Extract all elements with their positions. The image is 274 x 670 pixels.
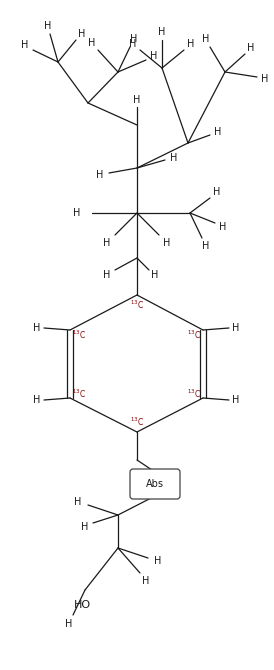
Text: H: H xyxy=(81,522,89,532)
Text: H: H xyxy=(151,270,159,280)
Text: H: H xyxy=(73,208,81,218)
Text: H: H xyxy=(142,576,150,586)
Text: H: H xyxy=(129,39,137,49)
Text: Abs: Abs xyxy=(146,479,164,489)
Text: $^{13}$C: $^{13}$C xyxy=(187,328,201,341)
Text: H: H xyxy=(170,153,178,163)
Text: H: H xyxy=(103,238,111,248)
Text: H: H xyxy=(150,51,158,61)
Text: $^{13}$C: $^{13}$C xyxy=(72,328,86,341)
Text: $^{13}$C: $^{13}$C xyxy=(130,416,144,428)
Text: $^{13}$C: $^{13}$C xyxy=(130,299,144,311)
FancyBboxPatch shape xyxy=(130,469,180,499)
Text: H: H xyxy=(219,222,227,232)
Text: H: H xyxy=(202,241,210,251)
Text: H: H xyxy=(44,21,52,31)
Text: H: H xyxy=(133,95,141,105)
Text: H: H xyxy=(187,39,195,49)
Text: H: H xyxy=(78,29,86,39)
Text: H: H xyxy=(232,395,240,405)
Text: $^{13}$C: $^{13}$C xyxy=(72,387,86,400)
Text: H: H xyxy=(96,170,104,180)
Text: H: H xyxy=(202,34,210,44)
Text: H: H xyxy=(74,497,82,507)
Text: H: H xyxy=(232,323,240,333)
Text: H: H xyxy=(21,40,29,50)
Text: H: H xyxy=(33,395,41,405)
Text: H: H xyxy=(33,323,41,333)
Text: H: H xyxy=(213,187,221,197)
Text: H: H xyxy=(247,43,255,53)
Text: H: H xyxy=(163,238,171,248)
Text: HO: HO xyxy=(73,600,91,610)
Text: H: H xyxy=(88,38,96,48)
Text: H: H xyxy=(158,27,166,37)
Text: H: H xyxy=(65,619,73,629)
Text: H: H xyxy=(154,556,162,566)
Text: H: H xyxy=(261,74,269,84)
Text: H: H xyxy=(103,270,111,280)
Text: $^{13}$C: $^{13}$C xyxy=(187,387,201,399)
Text: H: H xyxy=(130,34,138,44)
Text: H: H xyxy=(214,127,222,137)
